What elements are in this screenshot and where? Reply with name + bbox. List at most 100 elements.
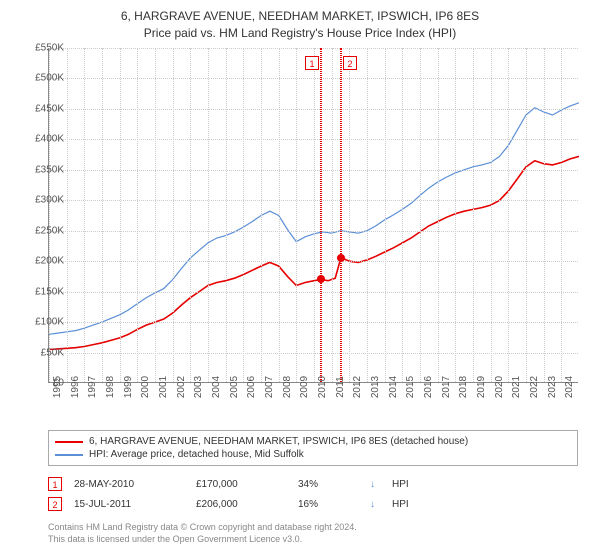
gridline-vertical (173, 48, 174, 382)
arrow-down-icon: ↓ (370, 499, 380, 510)
x-tick-label: 2007 (264, 376, 275, 398)
gridline-vertical (279, 48, 280, 382)
sales-pct: 16% (298, 499, 358, 510)
title-line-2: Price paid vs. HM Land Registry's House … (0, 25, 600, 42)
gridline-vertical (261, 48, 262, 382)
y-tick-label: £50K (41, 347, 64, 358)
title-line-1: 6, HARGRAVE AVENUE, NEEDHAM MARKET, IPSW… (0, 8, 600, 25)
x-tick-label: 2011 (335, 376, 346, 398)
y-tick-label: £350K (35, 164, 64, 175)
x-tick-label: 1999 (123, 376, 134, 398)
gridline-vertical (508, 48, 509, 382)
x-tick-label: 2008 (282, 376, 293, 398)
sale-point-dot (337, 254, 345, 262)
y-tick-label: £100K (35, 317, 64, 328)
x-tick-label: 1996 (70, 376, 81, 398)
legend-swatch (55, 454, 83, 456)
gridline-vertical (438, 48, 439, 382)
gridline-vertical (526, 48, 527, 382)
footer-line-2: This data is licensed under the Open Gov… (48, 534, 578, 546)
x-tick-label: 2006 (246, 376, 257, 398)
x-tick-label: 2014 (388, 376, 399, 398)
legend-row: HPI: Average price, detached house, Mid … (55, 448, 571, 461)
gridline-vertical (491, 48, 492, 382)
x-tick-label: 2019 (476, 376, 487, 398)
y-tick-label: £300K (35, 195, 64, 206)
gridline-vertical (455, 48, 456, 382)
gridline-vertical (544, 48, 545, 382)
footer-line-1: Contains HM Land Registry data © Crown c… (48, 522, 578, 534)
gridline-vertical (226, 48, 227, 382)
x-tick-label: 2013 (370, 376, 381, 398)
gridline-vertical (49, 48, 50, 382)
x-tick-label: 2003 (193, 376, 204, 398)
x-tick-label: 2018 (458, 376, 469, 398)
x-tick-label: 2015 (405, 376, 416, 398)
y-tick-label: £550K (35, 43, 64, 54)
sales-table: 128-MAY-2010£170,00034%↓HPI215-JUL-2011£… (48, 474, 578, 514)
gridline-vertical (473, 48, 474, 382)
gridline-vertical (102, 48, 103, 382)
y-tick-label: £400K (35, 134, 64, 145)
sales-rel-label: HPI (392, 479, 432, 490)
gridline-vertical (367, 48, 368, 382)
sales-row: 128-MAY-2010£170,00034%↓HPI (48, 474, 578, 494)
gridline-vertical (208, 48, 209, 382)
gridline-vertical (137, 48, 138, 382)
sales-rel-label: HPI (392, 499, 432, 510)
x-tick-label: 1998 (105, 376, 116, 398)
gridline-vertical (314, 48, 315, 382)
legend-label: HPI: Average price, detached house, Mid … (89, 449, 304, 460)
footer: Contains HM Land Registry data © Crown c… (48, 522, 578, 545)
x-tick-label: 2021 (511, 376, 522, 398)
legend-label: 6, HARGRAVE AVENUE, NEEDHAM MARKET, IPSW… (89, 436, 468, 447)
arrow-down-icon: ↓ (370, 479, 380, 490)
sale-point-dot (317, 275, 325, 283)
gridline-vertical (190, 48, 191, 382)
gridline-vertical (243, 48, 244, 382)
y-tick-label: £500K (35, 73, 64, 84)
gridline-vertical (349, 48, 350, 382)
x-tick-label: 2004 (211, 376, 222, 398)
title-block: 6, HARGRAVE AVENUE, NEEDHAM MARKET, IPSW… (0, 0, 600, 42)
sales-date: 15-JUL-2011 (74, 499, 184, 510)
y-tick-label: £200K (35, 256, 64, 267)
x-tick-label: 2020 (494, 376, 505, 398)
sales-price: £170,000 (196, 479, 286, 490)
x-tick-label: 2005 (229, 376, 240, 398)
gridline-vertical (296, 48, 297, 382)
y-tick-label: £150K (35, 286, 64, 297)
y-tick-label: £250K (35, 225, 64, 236)
legend-row: 6, HARGRAVE AVENUE, NEEDHAM MARKET, IPSW… (55, 435, 571, 448)
gridline-vertical (120, 48, 121, 382)
marker-band (340, 48, 342, 382)
x-tick-label: 2002 (176, 376, 187, 398)
chart-plot-area (48, 48, 578, 383)
gridline-vertical (420, 48, 421, 382)
gridline-vertical (385, 48, 386, 382)
legend: 6, HARGRAVE AVENUE, NEEDHAM MARKET, IPSW… (48, 430, 578, 466)
sales-date: 28-MAY-2010 (74, 479, 184, 490)
gridline-vertical (402, 48, 403, 382)
gridline-vertical (561, 48, 562, 382)
gridline-vertical (155, 48, 156, 382)
gridline-vertical (67, 48, 68, 382)
sales-marker-box: 1 (48, 477, 62, 491)
marker-label-box: 2 (343, 56, 357, 70)
gridline-vertical (332, 48, 333, 382)
x-tick-label: 1995 (52, 376, 63, 398)
x-tick-label: 2017 (441, 376, 452, 398)
x-tick-label: 2016 (423, 376, 434, 398)
sales-row: 2 15-JUL-2011 £206,000 16% ↓ HPI (48, 494, 578, 514)
y-tick-label: £450K (35, 103, 64, 114)
x-tick-label: 2022 (529, 376, 540, 398)
sales-price: £206,000 (196, 499, 286, 510)
x-tick-label: 2010 (317, 376, 328, 398)
legend-swatch (55, 441, 83, 443)
chart-container: 6, HARGRAVE AVENUE, NEEDHAM MARKET, IPSW… (0, 0, 600, 560)
x-tick-label: 2009 (299, 376, 310, 398)
x-tick-label: 2012 (352, 376, 363, 398)
x-tick-label: 2000 (140, 376, 151, 398)
gridline-vertical (84, 48, 85, 382)
sales-marker-box: 2 (48, 497, 62, 511)
